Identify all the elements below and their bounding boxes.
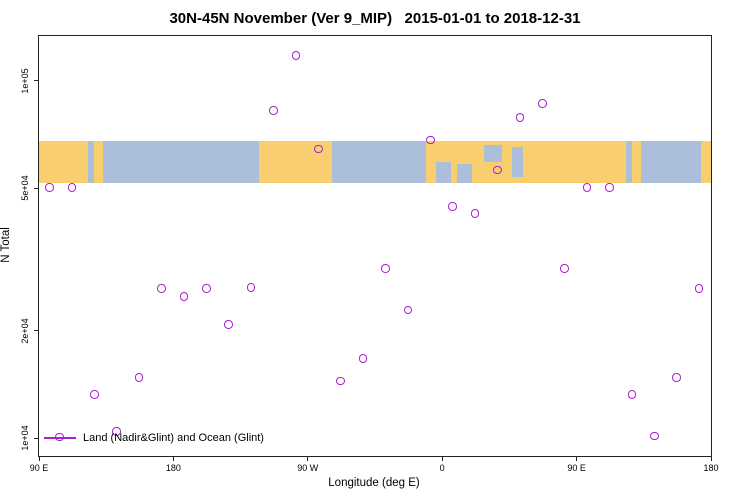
- x-tick-label: 180: [165, 463, 181, 473]
- map-land-segment: [39, 141, 89, 184]
- chart-title: 30N-45N November (Ver 9_MIP) 2015-01-01 …: [169, 10, 581, 27]
- map-land-segment: [700, 141, 711, 184]
- data-point: [403, 305, 413, 315]
- y-tick-mark: [34, 330, 39, 332]
- plot-panel: Land (Nadir&Glint) and Ocean (Glint) 90 …: [20, 35, 719, 473]
- data-point: [381, 264, 390, 273]
- data-point: [90, 390, 99, 399]
- data-point: [291, 51, 301, 60]
- y-tick-mark: [34, 80, 39, 82]
- x-tick-mark: [710, 456, 712, 461]
- data-point: [605, 183, 614, 192]
- x-tick-mark: [307, 456, 309, 461]
- y-tick-label: 1e+04: [20, 425, 30, 451]
- x-tick-label: 0: [439, 463, 445, 473]
- legend-point-marker-icon: [55, 432, 64, 442]
- map-ocean-segment: [436, 162, 452, 184]
- data-point: [134, 373, 144, 382]
- legend-line-sample: [44, 432, 76, 442]
- y-tick-label: 1e+05: [20, 68, 30, 94]
- map-ocean-segment: [457, 164, 473, 184]
- data-point: [67, 183, 77, 192]
- data-point: [627, 390, 637, 399]
- data-point: [336, 376, 345, 386]
- y-axis-title: N Total: [0, 227, 12, 263]
- chart-legend: Land (Nadir&Glint) and Ocean (Glint): [44, 431, 264, 445]
- y-tick-label: 5e+04: [20, 175, 30, 201]
- data-point: [246, 283, 256, 292]
- y-tick-label: 2e+04: [20, 317, 30, 344]
- data-point: [672, 373, 681, 382]
- map-land-segment: [631, 141, 641, 184]
- data-point: [314, 144, 323, 154]
- data-point: [45, 183, 54, 192]
- data-point: [202, 284, 211, 293]
- latitude-band-map: [39, 141, 711, 184]
- x-tick-label: 90 E: [29, 463, 49, 473]
- x-tick-mark: [441, 456, 443, 461]
- y-tick-mark: [34, 187, 39, 189]
- data-point: [358, 354, 368, 363]
- map-land-segment: [94, 141, 104, 184]
- map-land-segment: [576, 141, 626, 184]
- data-point: [650, 431, 659, 441]
- data-point: [224, 320, 233, 329]
- data-point: [269, 106, 278, 115]
- data-point: [112, 427, 121, 436]
- data-point: [515, 113, 525, 122]
- map-ocean-segment: [484, 145, 502, 163]
- x-tick-mark: [38, 456, 40, 461]
- data-point: [157, 284, 166, 293]
- x-tick-mark: [172, 456, 174, 461]
- x-tick-mark: [576, 456, 578, 461]
- data-point: [493, 165, 502, 175]
- legend-label: Land (Nadir&Glint) and Ocean (Glint): [83, 432, 264, 444]
- x-axis-title: Longitude (deg E): [328, 477, 420, 489]
- data-point: [582, 183, 592, 192]
- x-tick-label: 180: [703, 463, 719, 473]
- data-point: [470, 209, 480, 218]
- data-point: [179, 292, 189, 301]
- data-point: [426, 135, 435, 145]
- y-tick-mark: [34, 437, 39, 439]
- x-tick-label: 90 W: [297, 463, 319, 473]
- map-ocean-segment: [512, 147, 523, 177]
- data-point: [538, 99, 547, 108]
- data-point: [560, 264, 569, 273]
- data-point: [694, 284, 704, 293]
- data-point: [448, 202, 457, 211]
- x-tick-label: 90 E: [567, 463, 586, 473]
